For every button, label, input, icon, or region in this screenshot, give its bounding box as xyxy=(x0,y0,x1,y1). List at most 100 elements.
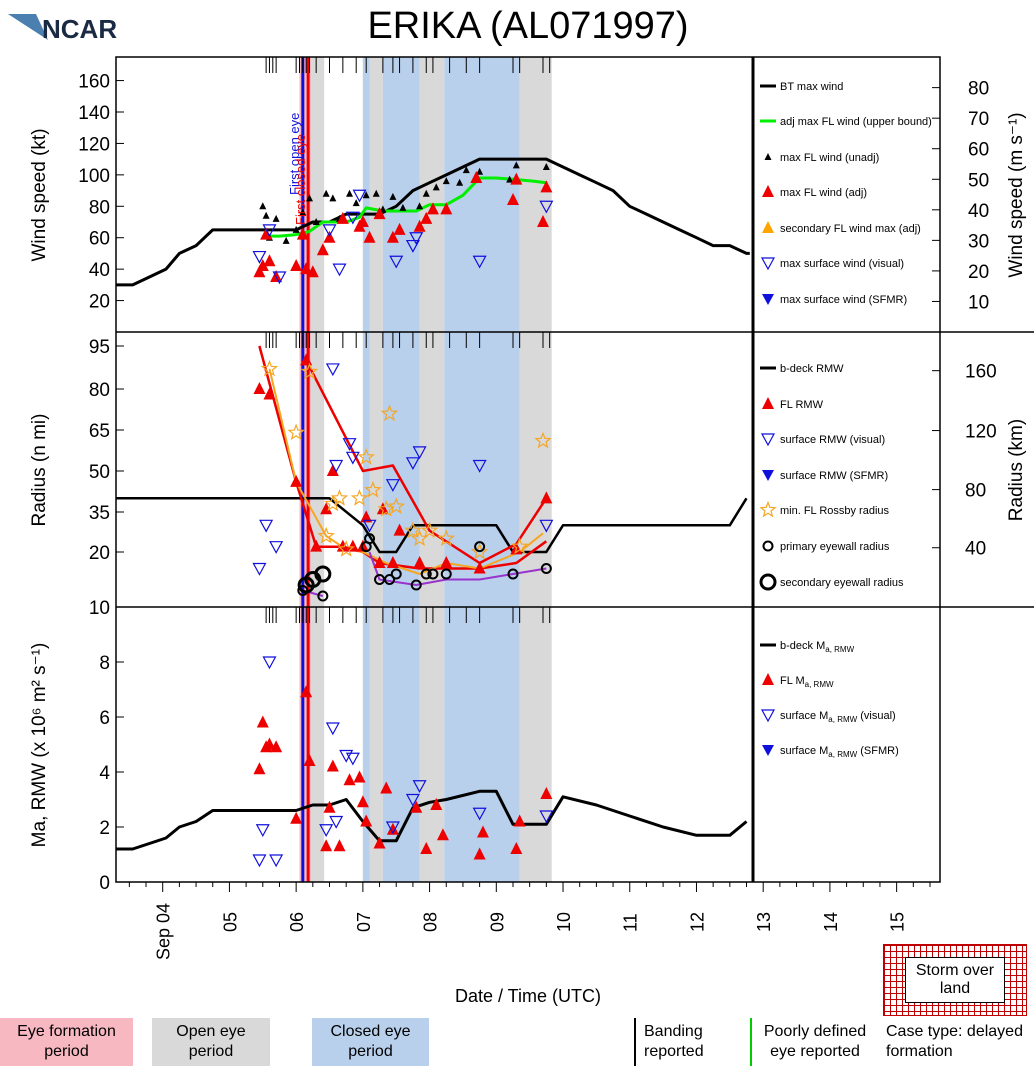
legend-swatch xyxy=(760,257,776,271)
max-fl-wind-unadj-marker xyxy=(362,191,370,199)
first-closed-eye-label: First closed eye xyxy=(293,134,308,225)
surface-rmw-visual-marker xyxy=(539,519,554,533)
surface-rmw-visual-marker xyxy=(362,519,377,533)
y-tick-label: 35 xyxy=(89,503,110,524)
max-fl-wind-unadj-marker xyxy=(512,161,520,169)
x-tick-label: 15 xyxy=(888,912,908,932)
x-tick-label: 14 xyxy=(821,912,841,932)
rossby-radius-marker xyxy=(387,497,405,514)
rossby-radius-marker xyxy=(534,431,552,449)
primary-eyewall-marker xyxy=(420,568,432,580)
y-axis-title-wind: Wind speed (kt) xyxy=(29,128,50,261)
y-tick-label-right: 160 xyxy=(965,362,997,383)
fl-rmw-marker xyxy=(253,382,266,394)
y-axis-title-radius: Radius (n mi) xyxy=(29,414,50,527)
y-axis-title-ma: Ma, RMW (x 10⁶ m² s⁻¹) xyxy=(29,643,50,848)
legend-open-eye-label: Open eye period xyxy=(176,1023,246,1060)
legend-label: FL RMW xyxy=(780,399,824,411)
max-fl-wind-unadj-marker xyxy=(292,225,300,233)
max-fl-wind-unadj-marker xyxy=(329,194,337,202)
rossby-radius-marker xyxy=(420,521,439,539)
rossby-radius-marker xyxy=(287,423,305,441)
max-fl-wind-unadj-marker xyxy=(422,189,430,197)
legend-eye-formation: Eye formation period xyxy=(0,1018,133,1066)
max-surface-wind-visual-marker xyxy=(409,232,424,245)
surface-ma-visual-marker xyxy=(329,815,344,829)
max-fl-wind-unadj-marker xyxy=(259,202,267,210)
y-tick-label: 20 xyxy=(89,543,110,564)
legend-swatch xyxy=(760,433,776,447)
primary-eyewall-marker xyxy=(374,574,386,585)
max-fl-wind-adj-marker xyxy=(506,193,519,205)
max-fl-wind-adj-marker xyxy=(413,219,426,232)
fl-ma-marker xyxy=(256,715,269,728)
surface-ma-visual-marker xyxy=(262,656,277,670)
legend-swatch xyxy=(762,294,774,305)
max-surface-wind-visual-marker xyxy=(539,200,554,214)
primary-eyewall-marker xyxy=(507,568,519,580)
legend-label: b-deck Ma, RMW xyxy=(780,640,855,654)
legend-swatch xyxy=(762,673,774,685)
surface-rmw-visual-marker xyxy=(345,451,360,465)
surface-ma-visual-marker xyxy=(319,824,334,838)
rossby-radius-marker xyxy=(330,489,349,506)
legend-banding: Banding reported xyxy=(634,1018,724,1066)
primary-eyewall-marker xyxy=(540,563,552,574)
max-fl-wind-adj-marker xyxy=(300,262,313,275)
bdeck-ma-line xyxy=(116,789,748,851)
y-tick-label: 60 xyxy=(89,229,110,250)
max-fl-wind-unadj-marker xyxy=(352,199,360,207)
max-fl-wind-adj-marker xyxy=(306,265,319,278)
y-tick-label-right: 40 xyxy=(968,201,989,222)
x-tick-label: Sep 04 xyxy=(154,903,174,960)
fl-ma-marker xyxy=(513,814,526,827)
fl-ma-marker xyxy=(356,795,369,808)
fl-ma-marker xyxy=(436,828,449,841)
max-fl-wind-unadj-marker xyxy=(305,194,313,202)
fl-ma-marker xyxy=(326,759,339,772)
max-fl-wind-unadj-marker xyxy=(389,192,397,200)
y-tick-label-right: 70 xyxy=(968,109,989,130)
open-eye-period xyxy=(519,332,552,607)
fl-ma-marker xyxy=(263,737,276,750)
y-tick-label-right: 80 xyxy=(965,481,986,502)
legend-case-type-label: Case type: delayed formation xyxy=(886,1023,1023,1060)
ncar-logo-text: NCAR xyxy=(42,14,117,44)
max-fl-wind-unadj-marker xyxy=(476,167,484,175)
max-fl-wind-unadj-marker xyxy=(416,202,424,210)
y-tick-label: 4 xyxy=(99,763,110,784)
rossby-radius-marker xyxy=(470,542,489,560)
legend-swatch xyxy=(762,745,774,756)
closed-eye-period xyxy=(362,607,370,882)
fl-rmw-marker xyxy=(263,387,276,400)
y-tick-label: 10 xyxy=(89,598,110,619)
fl-rmw-marker xyxy=(310,539,323,552)
legend-label: adj max FL wind (upper bound) xyxy=(780,116,932,128)
fl-ma-marker xyxy=(290,811,303,824)
rossby-radius-marker xyxy=(324,494,342,512)
x-tick-label: 11 xyxy=(621,913,641,932)
legend-label: surface RMW (SFMR) xyxy=(780,470,888,482)
rossby-radius-marker xyxy=(357,448,375,465)
y-tick-label-right: 20 xyxy=(968,262,989,283)
max-fl-wind-adj-marker xyxy=(537,215,550,227)
max-fl-wind-unadj-marker xyxy=(282,236,290,244)
max-fl-wind-unadj-marker xyxy=(456,178,464,186)
adj-max-fl-wind-line xyxy=(266,176,547,238)
secondary-eyewall-marker xyxy=(314,565,332,583)
max-surface-wind-visual-marker xyxy=(389,255,404,269)
y-tick-label-right: 10 xyxy=(968,292,989,313)
legend-closed-eye: Closed eye period xyxy=(312,1018,429,1066)
surface-ma-visual-marker xyxy=(412,780,427,794)
primary-eyewall-marker xyxy=(317,590,329,602)
closed-eye-period xyxy=(444,332,520,607)
max-surface-wind-visual-marker xyxy=(472,255,487,269)
legend-land-label-box: Storm over land xyxy=(905,957,1005,1003)
x-tick-label: 10 xyxy=(554,912,574,932)
max-fl-wind-adj-marker xyxy=(426,202,439,215)
data-series xyxy=(116,153,777,868)
open-eye-period xyxy=(519,57,552,332)
ncar-logo-mark xyxy=(8,14,48,40)
closed-eye-period xyxy=(382,57,420,332)
